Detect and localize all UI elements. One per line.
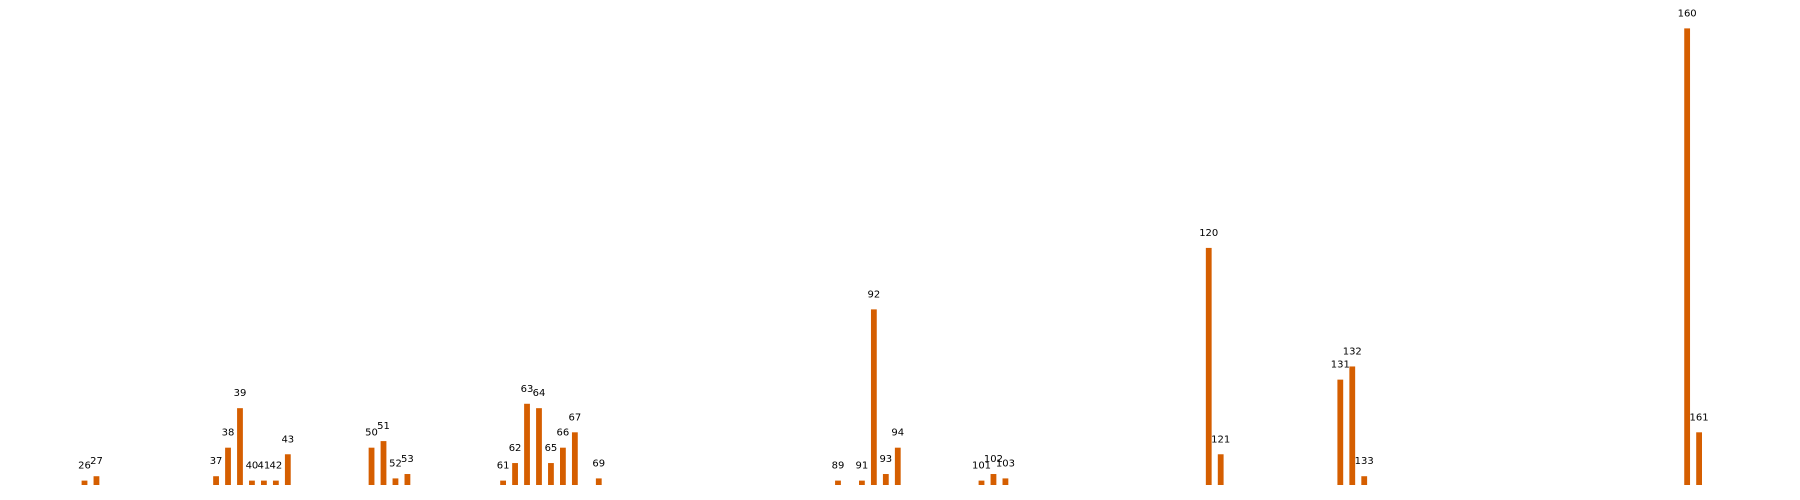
bar-37 [213,476,219,485]
bar-26 [81,480,88,485]
bar-label-66: 66 [557,428,570,439]
bar-62 [512,463,518,485]
bar-label-50: 50 [365,428,378,439]
bar-label-67: 67 [568,412,581,423]
bar-65 [548,463,554,485]
bar-160 [1684,28,1691,485]
bar-41 [261,480,267,485]
bar-161 [1696,432,1702,485]
bar-92 [870,309,877,485]
bar-121 [1217,454,1224,485]
bar-67 [571,432,578,485]
bar-label-38: 38 [222,428,235,439]
bar-101 [978,480,985,485]
bar-133 [1361,476,1368,485]
bar-43 [284,454,291,485]
bar-27 [93,476,100,485]
bar-label-69: 69 [592,458,605,469]
bar-131 [1337,379,1344,485]
bar-52 [392,478,399,485]
bar-label-102: 102 [984,454,1003,465]
bar-51 [380,441,387,485]
bar-label-40: 40 [246,461,259,472]
bar-label-43: 43 [281,434,294,445]
bar-label-133: 133 [1355,456,1374,467]
bar-label-161: 161 [1690,412,1709,423]
bar-53 [404,474,411,485]
bar-label-131: 131 [1331,360,1350,371]
bar-38 [225,447,231,485]
bar-label-101: 101 [972,461,991,472]
bar-label-160: 160 [1678,8,1697,19]
bar-label-37: 37 [210,456,223,467]
bar-132 [1349,366,1356,485]
bar-label-51: 51 [377,421,390,432]
bar-label-121: 121 [1211,434,1230,445]
bar-50 [368,447,375,485]
bar-label-65: 65 [545,443,558,454]
bar-label-64: 64 [533,388,546,399]
bar-120 [1205,247,1212,485]
bars-layer [81,28,1702,485]
bar-63 [524,403,530,485]
bar-label-53: 53 [401,454,414,465]
bar-40 [249,480,255,485]
bar-64 [536,408,542,485]
bar-label-39: 39 [234,388,247,399]
bar-94 [894,447,901,485]
bar-label-52: 52 [389,458,402,469]
bar-102 [990,474,997,485]
bar-93 [882,474,889,485]
bar-label-91: 91 [856,461,869,472]
bar-label-62: 62 [509,443,522,454]
bar-label-41: 41 [258,461,271,472]
bar-89 [835,480,841,485]
bar-103 [1002,478,1009,485]
bar-label-93: 93 [879,454,892,465]
bar-label-42: 42 [269,461,282,472]
bar-39 [237,408,243,485]
bar-91 [859,480,865,485]
bar-69 [595,478,602,485]
bar-label-27: 27 [90,456,103,467]
bar-61 [500,480,506,485]
bar-66 [560,447,566,485]
bar-label-89: 89 [832,461,845,472]
bar-label-26: 26 [78,461,91,472]
bar-label-103: 103 [996,458,1015,469]
bar-42 [272,480,279,485]
bar-label-132: 132 [1343,346,1362,357]
bar-label-94: 94 [891,428,904,439]
bar-label-92: 92 [867,289,880,300]
bar-label-120: 120 [1199,228,1218,239]
bar-label-63: 63 [521,384,534,395]
bar-label-61: 61 [497,461,510,472]
